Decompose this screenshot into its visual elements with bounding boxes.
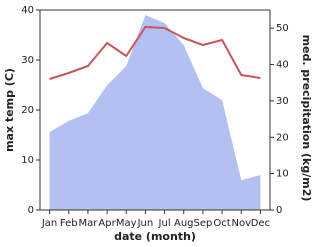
precipitation-area <box>49 15 261 210</box>
x-tick-label: Feb <box>60 218 78 229</box>
y2-axis-label: med. precipitation (kg/m2) <box>300 35 313 202</box>
y-axis-label: max temp (C) <box>3 68 16 152</box>
temperature-line <box>49 26 261 80</box>
x-axis-label: date (month) <box>114 230 196 243</box>
y-tick-label: 0 <box>28 205 34 216</box>
x-tick-label: Jun <box>137 218 154 229</box>
x-tick-label: May <box>116 218 137 229</box>
x-tick-label: Jan <box>41 218 57 229</box>
x-tick-label: Apr <box>98 218 116 229</box>
y2-tick-label: 40 <box>276 60 289 71</box>
y-tick-label: 40 <box>21 5 34 16</box>
y-tick-label: 20 <box>21 105 34 116</box>
y2-tick-label: 0 <box>276 205 282 216</box>
x-tick-label: Mar <box>78 218 98 229</box>
y-tick-label: 30 <box>21 55 34 66</box>
x-tick-label: Jul <box>158 218 171 229</box>
y-tick-label: 10 <box>21 155 34 166</box>
y2-tick-label: 30 <box>276 96 289 107</box>
y2-tick-label: 20 <box>276 132 289 143</box>
x-tick-label: Aug <box>174 218 194 229</box>
y2-tick-label: 10 <box>276 169 289 180</box>
x-tick-label: Nov <box>231 218 251 229</box>
y2-tick-label: 50 <box>276 23 289 34</box>
x-tick-label: Sep <box>193 218 212 229</box>
x-tick-label: Oct <box>213 218 230 229</box>
x-tick-label: Dec <box>251 218 270 229</box>
